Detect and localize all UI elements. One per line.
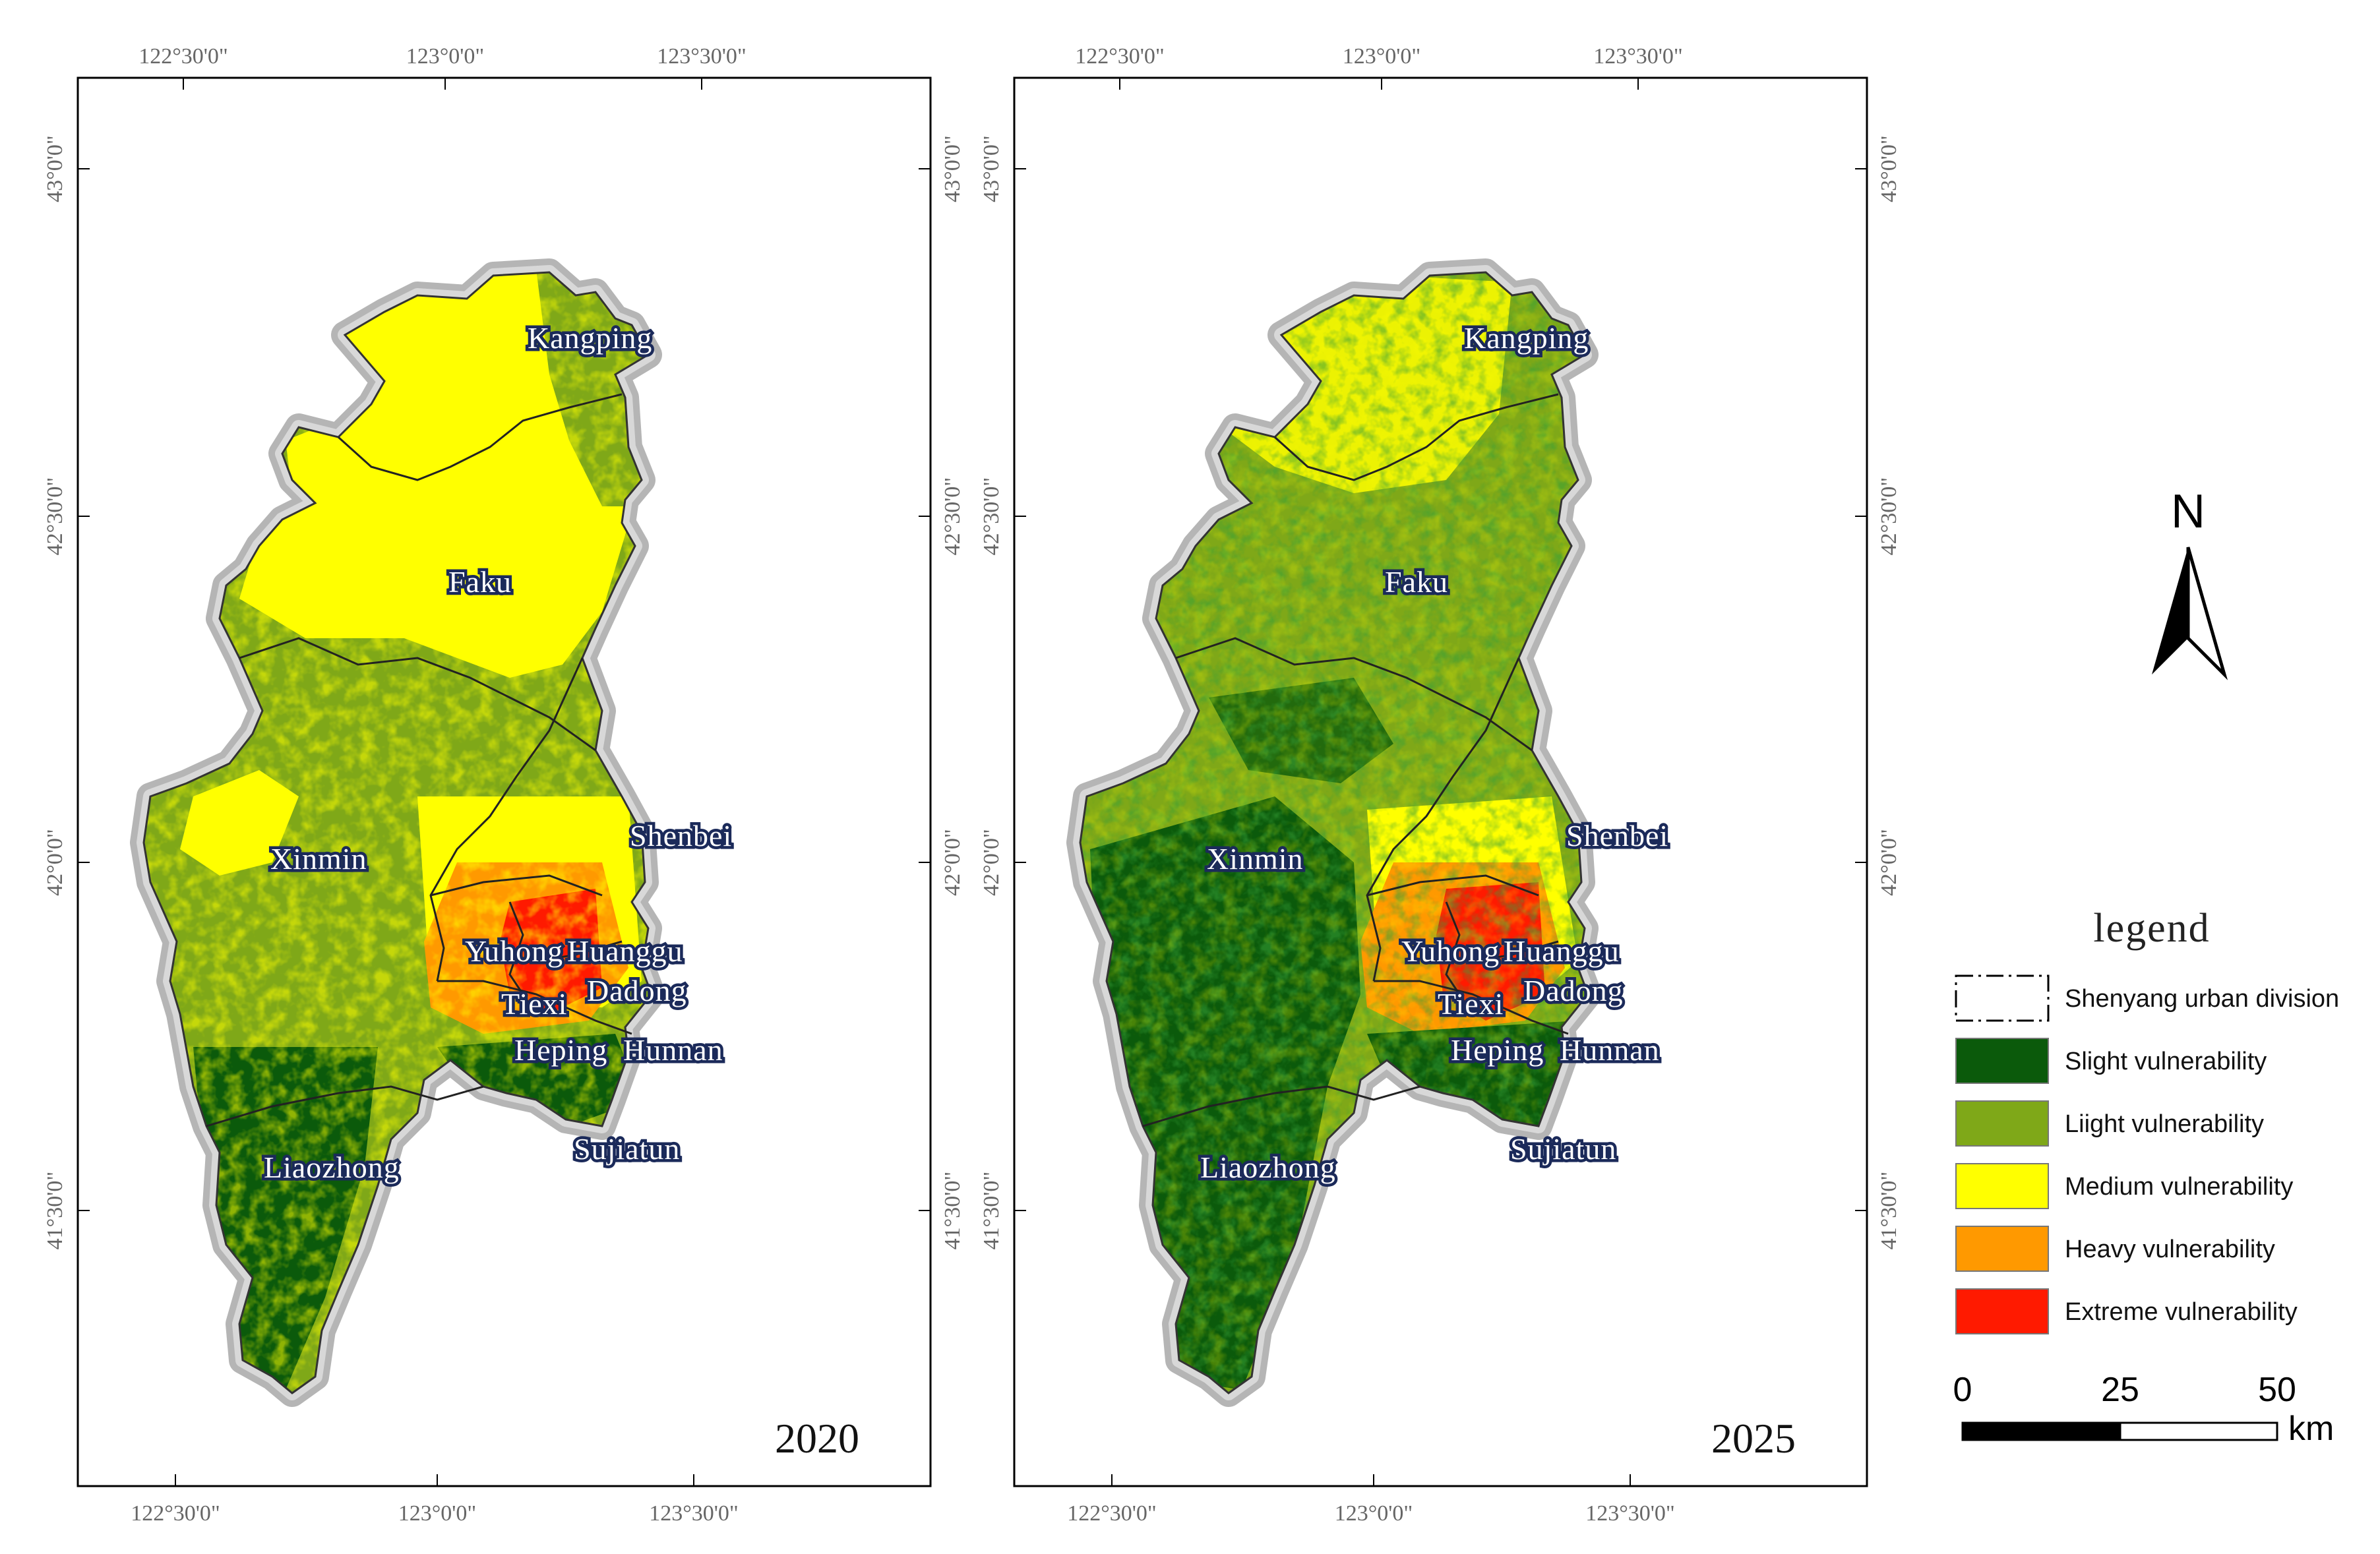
legend-swatch [1955, 1100, 2049, 1147]
place-label-faku: Faku [448, 565, 512, 599]
left-latitude-label: 42°30'0" [979, 477, 1004, 556]
legend-swatch [1955, 1038, 2049, 1084]
legend-item-slight: Slight vulnerability [1955, 1038, 2267, 1084]
bottom-longitude-label: 123°30'0" [649, 1501, 739, 1526]
bottom-longitude-label: 123°0'0" [1335, 1501, 1413, 1526]
place-label-faku: Faku [1385, 565, 1448, 599]
place-label-xinmin: Xinmin [1207, 842, 1304, 876]
place-label-sujiatun: Sujiatun [1510, 1132, 1616, 1166]
place-label-kangping: Kangping [528, 321, 652, 355]
right-latitude-label: 41°30'0" [1877, 1172, 1901, 1250]
graticule-labels: 122°30'0" 123°0'0" 123°30'0" 122°30'0" 123°0… [43, 44, 1901, 1526]
place-label-kangping: Kangping [1464, 321, 1589, 355]
legend-title: legend [2093, 906, 2210, 951]
left-latitude-label: 43°0'0" [43, 135, 67, 202]
legend-item-heavy: Heavy vulnerability [1955, 1226, 2275, 1272]
legend-label: Shenyang urban division [2065, 985, 2339, 1013]
legend-swatch [1955, 1163, 2049, 1209]
place-label-hunnan: Hunnan [1560, 1033, 1660, 1067]
legend-swatch [1955, 1226, 2049, 1272]
scale-segment-black [1961, 1421, 2121, 1441]
place-label-huanggu: Huanggu [567, 934, 683, 968]
top-longitude-label: 122°30'0" [1075, 44, 1165, 69]
right-latitude-label: 42°0'0" [940, 829, 965, 896]
bottom-longitude-label: 122°30'0" [131, 1501, 220, 1526]
top-longitude-label: 122°30'0" [138, 44, 228, 69]
right-latitude-label: 42°0'0" [1877, 829, 1901, 896]
place-label-tiexi: Tiexi [1438, 987, 1504, 1021]
bottom-longitude-label: 123°30'0" [1585, 1501, 1675, 1526]
scale-tick-25: 25 [2101, 1371, 2139, 1409]
legend-label: Extreme vulnerability [2065, 1298, 2298, 1326]
top-longitude-label: 123°30'0" [657, 44, 747, 69]
left-latitude-label: 41°30'0" [979, 1172, 1004, 1250]
place-label-shenbei: Shenbei [630, 819, 732, 852]
top-longitude-label: 123°30'0" [1593, 44, 1683, 69]
right-latitude-label: 42°30'0" [1877, 477, 1901, 556]
scale-unit: km [2288, 1410, 2334, 1448]
legend-item-boundary: Shenyang urban division [1955, 974, 2339, 1022]
top-longitude-label: 123°0'0" [1343, 44, 1421, 69]
bottom-longitude-label: 122°30'0" [1067, 1501, 1157, 1526]
place-label-yuhong: Yuhong [1401, 934, 1500, 968]
legend-item-light: Liight vulnerability [1955, 1100, 2264, 1147]
legend-label: Slight vulnerability [2065, 1048, 2267, 1075]
top-longitude-label: 123°0'0" [406, 44, 485, 69]
place-label-sujiatun: Sujiatun [574, 1132, 680, 1166]
place-label-dadong: Dadong [587, 974, 687, 1007]
left-latitude-label: 42°0'0" [43, 829, 67, 896]
scale-segment-white [2119, 1421, 2278, 1441]
legend-label: Medium vulnerability [2065, 1173, 2293, 1201]
place-label-liaozhong: Liaozhong [1200, 1151, 1336, 1184]
svg-text:2025: 2025 [1711, 1415, 1796, 1462]
right-latitude-label: 41°30'0" [940, 1172, 965, 1250]
year-label: 2025 [1711, 1415, 1796, 1462]
right-latitude-label: 43°0'0" [940, 135, 965, 202]
legend-item-extreme: Extreme vulnerability [1955, 1288, 2298, 1334]
place-label-yuhong: Yuhong [465, 934, 563, 968]
legend-label: Liight vulnerability [2065, 1110, 2264, 1138]
place-label-tiexi: Tiexi [501, 987, 567, 1021]
place-label-xinmin: Xinmin [270, 842, 367, 876]
map-panel-2025: 2025 [1013, 76, 1868, 1487]
legend: legend Shenyang urban division Slight vul… [1955, 906, 2339, 1334]
left-latitude-label: 42°0'0" [979, 829, 1004, 896]
legend-label: Heavy vulnerability [2065, 1236, 2275, 1263]
district-boundaries [1142, 393, 1569, 1127]
map-panel-2020: 2020 [76, 76, 932, 1487]
place-label-shenbei: Shenbei [1566, 819, 1668, 852]
right-latitude-label: 42°30'0" [940, 477, 965, 556]
left-latitude-label: 42°30'0" [43, 477, 67, 556]
left-latitude-label: 43°0'0" [979, 135, 1004, 202]
right-latitude-label: 43°0'0" [1877, 135, 1901, 202]
north-arrow-left-half [2152, 547, 2188, 674]
bottom-longitude-label: 123°0'0" [398, 1501, 477, 1526]
year-label: 2020 [775, 1415, 859, 1462]
north-arrow-label: N [2171, 485, 2205, 538]
legend-swatch [1955, 1288, 2049, 1334]
place-label-hunnan: Hunnan [623, 1033, 723, 1067]
scale-tick-50: 50 [2258, 1371, 2296, 1409]
place-label-heping: Heping [1451, 1033, 1544, 1067]
place-label-dadong: Dadong [1523, 974, 1624, 1007]
scale-tick-0: 0 [1953, 1371, 1972, 1409]
scale-bar: 0 25 50 km [1953, 1371, 2334, 1448]
legend-item-medium: Medium vulnerability [1955, 1163, 2293, 1209]
place-label-heping: Heping [514, 1033, 607, 1067]
place-label-huanggu: Huanggu [1504, 934, 1620, 968]
legend-swatch [1955, 974, 2050, 1022]
left-latitude-label: 41°30'0" [43, 1172, 67, 1250]
district-boundaries [206, 393, 632, 1127]
svg-text:2020: 2020 [775, 1415, 859, 1462]
north-arrow: N [2152, 485, 2228, 680]
north-arrow-right-half [2186, 547, 2228, 680]
place-label-liaozhong: Liaozhong [264, 1151, 400, 1184]
